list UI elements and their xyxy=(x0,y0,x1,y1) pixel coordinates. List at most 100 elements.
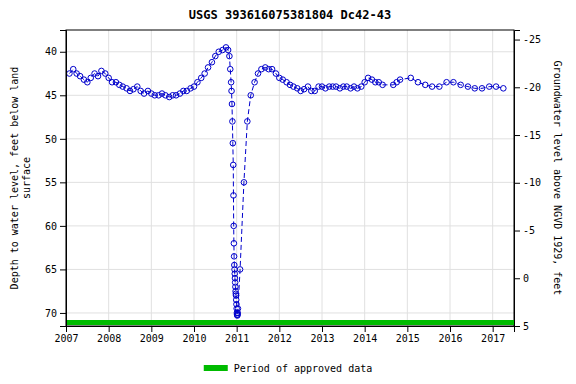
tick-label: 2016 xyxy=(438,333,462,344)
tick: 60 xyxy=(45,221,66,232)
tick-label: -25 xyxy=(523,34,541,45)
tick: 50 xyxy=(45,134,66,145)
series-marker xyxy=(229,101,235,107)
grid-line-x xyxy=(492,30,493,326)
tick-label: 50 xyxy=(45,134,57,145)
axis-line xyxy=(60,31,67,327)
tick-mark xyxy=(450,326,451,332)
tick-label: -20 xyxy=(523,82,541,93)
series-marker xyxy=(458,82,464,88)
series-marker xyxy=(287,82,293,88)
tick-label: 2012 xyxy=(268,333,292,344)
series-marker xyxy=(319,84,325,90)
plot: 2007200820092010201120122013201420152016… xyxy=(9,30,563,344)
series-marker xyxy=(237,267,243,273)
series-marker xyxy=(205,65,211,71)
y-axis-label-line: surface xyxy=(21,157,32,199)
series-marker xyxy=(437,84,443,90)
series-marker xyxy=(380,82,386,88)
series-marker xyxy=(337,86,343,92)
series-marker xyxy=(231,240,237,246)
tick-label: 45 xyxy=(45,90,57,101)
grid-line-y xyxy=(66,182,514,183)
series-marker xyxy=(156,92,162,98)
x-axis: 2007200820092010201120122013201420152016… xyxy=(54,326,514,344)
tick: 45 xyxy=(45,90,66,101)
grid-line-y xyxy=(66,51,514,52)
y-axis-label: Depth to water level, feet below landsur… xyxy=(9,67,32,290)
series-marker xyxy=(159,91,165,97)
legend-label: Period of approved data xyxy=(234,363,372,374)
tick: 2015 xyxy=(396,326,420,344)
tick-label: 0 xyxy=(523,273,529,284)
tick-mark xyxy=(322,326,323,332)
tick-mark xyxy=(60,182,66,183)
legend: Period of approved data xyxy=(204,363,372,374)
series-marker xyxy=(231,223,237,229)
tick-mark xyxy=(279,326,280,332)
marks xyxy=(66,45,514,325)
chart-title: USGS 393616075381804 Dc42-43 xyxy=(189,8,391,22)
series-marker xyxy=(408,75,414,81)
tick: 65 xyxy=(45,264,66,275)
tick: 2017 xyxy=(481,326,505,344)
series-marker xyxy=(248,92,254,98)
tick-label: 5 xyxy=(523,321,529,332)
series-marker xyxy=(95,73,101,79)
grid-line-x xyxy=(236,30,237,326)
series-marker xyxy=(262,65,268,71)
tick: 2008 xyxy=(97,326,121,344)
grid-line-y xyxy=(66,312,514,313)
chart-svg: 2007200820092010201120122013201420152016… xyxy=(0,0,576,384)
tick-mark xyxy=(60,52,66,53)
series-marker xyxy=(230,162,236,168)
tick: -25 xyxy=(514,34,541,45)
grid-line-x xyxy=(194,30,195,326)
tick-mark xyxy=(514,326,520,327)
series-marker xyxy=(415,79,421,85)
tick-label: 55 xyxy=(45,177,57,188)
series-marker xyxy=(188,86,194,92)
legend-item: Period of approved data xyxy=(204,363,372,374)
series-marker xyxy=(429,84,435,90)
series-marker xyxy=(348,86,354,92)
tick-label: 2008 xyxy=(97,333,121,344)
tick-label: 2014 xyxy=(353,333,377,344)
series-marker xyxy=(225,47,231,53)
series-marker xyxy=(166,94,172,100)
tick-label: 2007 xyxy=(54,333,78,344)
tick: 40 xyxy=(45,46,66,57)
tick-mark xyxy=(514,40,520,41)
tick-mark xyxy=(151,326,152,332)
series-marker xyxy=(235,306,241,312)
series-marker xyxy=(351,84,357,90)
series-line xyxy=(69,47,503,315)
tick-mark xyxy=(60,313,66,314)
tick: 2009 xyxy=(140,326,164,344)
grid-line-x xyxy=(151,30,152,326)
approved-period-bar xyxy=(66,320,514,325)
tick-label: -15 xyxy=(523,130,541,141)
series-marker xyxy=(444,79,450,85)
tick: 2007 xyxy=(54,326,78,344)
tick-mark xyxy=(60,269,66,270)
tick: 2011 xyxy=(225,326,249,344)
tick-mark xyxy=(365,326,366,332)
tick: 2012 xyxy=(268,326,292,344)
grid-line-y xyxy=(66,138,514,139)
tick-mark xyxy=(60,139,66,140)
series-marker xyxy=(149,91,155,97)
series-marker xyxy=(252,79,258,85)
grid-line-y xyxy=(66,95,514,96)
tick: 70 xyxy=(45,308,66,319)
tick-label: 60 xyxy=(45,221,57,232)
axis-line xyxy=(515,31,521,327)
series-marker xyxy=(117,82,123,88)
y-axis: 40 45 50 55 60 65 70 xyxy=(45,31,67,327)
tick-label: 40 xyxy=(45,46,57,57)
grid xyxy=(66,30,514,326)
tick-label: 2009 xyxy=(140,333,164,344)
tick-mark xyxy=(514,278,520,279)
series-marker xyxy=(472,86,478,92)
series-marker xyxy=(465,84,471,90)
